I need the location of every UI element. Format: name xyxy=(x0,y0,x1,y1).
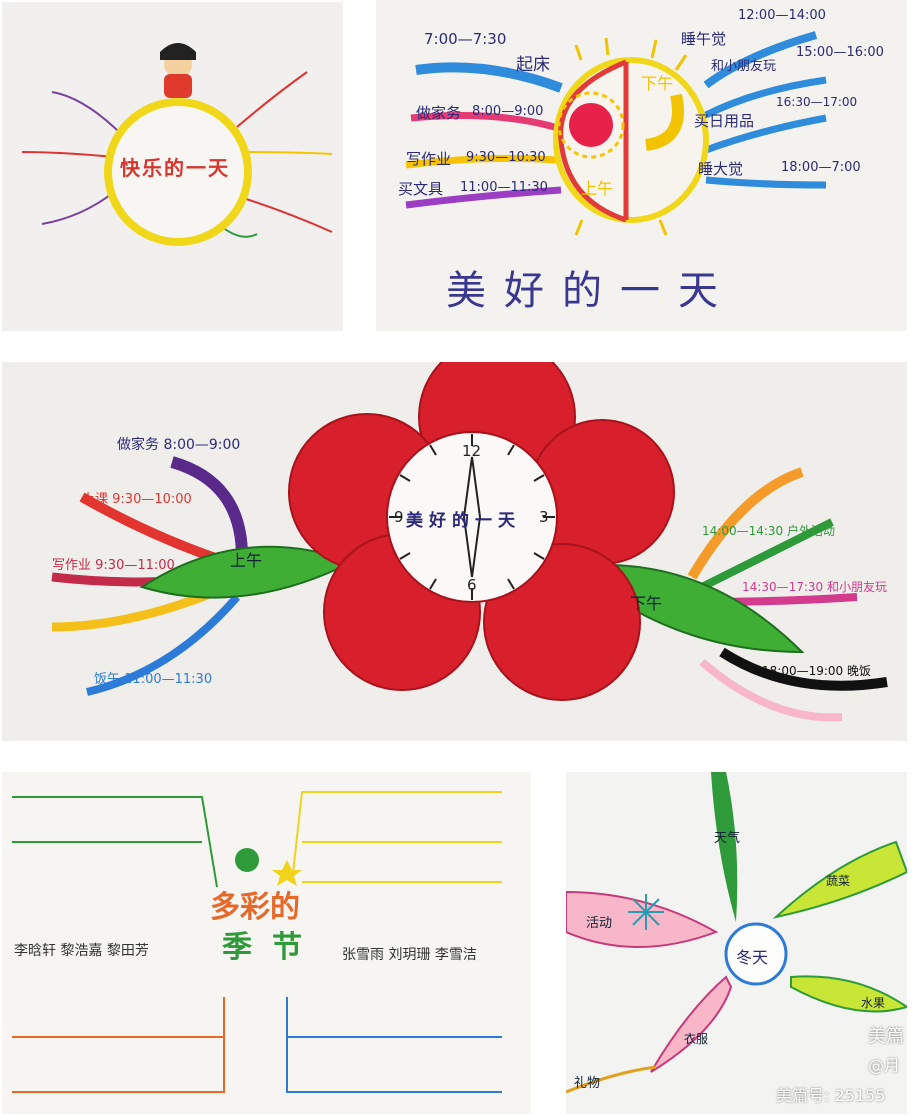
morning-item-2-text: 上课 xyxy=(82,492,109,507)
clock-number-6: 6 xyxy=(467,576,477,594)
photo-flower-clock: 12 3 6 9 美好的一天 上午 下午 做家务 8:00—9:00 上课 9:… xyxy=(2,362,907,741)
sun-item-left-1-text: 起床 xyxy=(516,55,550,75)
photo-happy-day: 快乐的一天 xyxy=(2,2,343,331)
snowflake-icon xyxy=(628,894,664,930)
afternoon-item-3-text: 晚饭 xyxy=(847,664,872,678)
winter-center: 冬天 xyxy=(736,948,769,967)
sun-item-right-3-time: 16:30—17:00 xyxy=(776,95,858,109)
sun-morning-label: 上午 xyxy=(581,179,614,198)
photo-colorful-seasons: 多彩的 季节 李晗轩 黎浩嘉 黎田芳 张雪雨 刘玥珊 李雪洁 xyxy=(2,772,531,1114)
afternoon-item-3: 18:00—19:00 晚饭 xyxy=(762,662,871,679)
clock-number-3: 3 xyxy=(539,508,549,526)
sun-item-right-2-text: 和小朋友玩 xyxy=(711,59,777,74)
sun-item-left-3-text: 写作业 xyxy=(406,150,452,168)
sun-item-right-4-time: 18:00—7:00 xyxy=(781,160,861,175)
photo-winter: 冬天 天气 活动 蔬菜 水果 衣服 礼物 xyxy=(566,772,907,1114)
seasons-title-line2: 季节 xyxy=(222,930,322,965)
clock-text: 美好的一天 xyxy=(406,511,521,531)
morning-item-3-text: 写作业 xyxy=(52,558,92,573)
morning-item-4: 饭午 11:00—11:30 xyxy=(94,668,212,687)
winter-center-circle xyxy=(724,922,788,986)
sun-caption: 美好的一天 xyxy=(446,268,736,314)
afternoon-item-1-text: 户外活动 xyxy=(787,524,836,538)
sun-item-left-4-time: 11:00—11:30 xyxy=(460,180,548,195)
winter-branch-clothes: 衣服 xyxy=(684,1032,709,1046)
winter-branch-activity: 活动 xyxy=(586,916,613,931)
seasons-drawing xyxy=(12,791,502,1093)
morning-item-4-time: 11:00—11:30 xyxy=(124,672,213,687)
sun-core xyxy=(569,103,613,147)
happy-day-circle xyxy=(104,98,252,246)
sun-item-right-1-time: 12:00—14:00 xyxy=(738,8,826,23)
sun-item-right-1-text: 睡午觉 xyxy=(681,30,727,48)
seasons-names-right: 张雪雨 刘玥珊 李雪洁 xyxy=(342,947,477,963)
leaf-afternoon-label: 下午 xyxy=(630,594,663,613)
photo-beautiful-day-sun: 上午 下午 7:00—7:30 起床 做家务 8:00—9:00 写作业 9:3… xyxy=(376,0,907,331)
afternoon-item-1: 14:00—14:30 户外活动 xyxy=(702,522,835,539)
winter-branch-weather: 天气 xyxy=(714,831,741,846)
sun-item-right-4-text: 睡大觉 xyxy=(698,160,744,178)
leaf-morning-label: 上午 xyxy=(230,551,263,570)
sun-afternoon-label: 下午 xyxy=(641,74,674,93)
sun-item-left-2-time: 8:00—9:00 xyxy=(472,104,544,119)
winter-branch-fruit: 水果 xyxy=(861,996,886,1010)
clock-number-9: 9 xyxy=(394,508,404,526)
sun-outline xyxy=(553,57,709,223)
sun-item-left-4-text: 买文具 xyxy=(398,180,444,198)
photo-happy-day-drawing xyxy=(21,43,333,246)
morning-item-2: 上课 9:30—10:00 xyxy=(82,488,192,507)
happy-day-title: 快乐的一天 xyxy=(120,156,230,180)
winter-drawing xyxy=(566,772,907,1094)
flower-clock-drawing xyxy=(51,362,888,722)
clock-hands xyxy=(462,456,482,578)
afternoon-item-3-time: 18:00—19:00 xyxy=(762,664,844,678)
sun-item-left-1-time: 7:00—7:30 xyxy=(424,30,507,48)
winter-branch-vegetable: 蔬菜 xyxy=(826,874,851,888)
morning-item-1-time: 8:00—9:00 xyxy=(163,437,241,453)
seasons-title-line1: 多彩的 xyxy=(210,890,300,925)
morning-item-3: 写作业 9:30—11:00 xyxy=(52,554,175,573)
watermark-id: 美篇号: 25155 xyxy=(776,1086,886,1105)
afternoon-item-2: 14:30—17:30 和小朋友玩 xyxy=(742,578,887,595)
winter-branch-gift: 礼物 xyxy=(574,1076,601,1091)
watermark-author: @月 xyxy=(868,1056,901,1075)
afternoon-item-1-time: 14:00—14:30 xyxy=(702,524,784,538)
sun-drawing xyxy=(405,31,827,236)
morning-item-4-text: 饭午 xyxy=(94,672,121,687)
morning-item-1: 做家务 8:00—9:00 xyxy=(117,434,240,454)
sun-item-left-3-time: 9:30—10:30 xyxy=(466,150,546,165)
afternoon-item-2-text: 和小朋友玩 xyxy=(827,580,888,594)
watermark-brand: 美篇 xyxy=(868,1026,904,1047)
clock-face xyxy=(386,431,558,603)
morning-item-1-text: 做家务 xyxy=(117,437,159,453)
morning-item-3-time: 9:30—11:00 xyxy=(95,558,175,573)
clock-number-12: 12 xyxy=(462,442,482,460)
morning-item-2-time: 9:30—10:00 xyxy=(112,492,192,507)
sun-item-right-3-text: 买日用品 xyxy=(694,112,755,130)
afternoon-item-2-time: 14:30—17:30 xyxy=(742,580,824,594)
seasons-names-left: 李晗轩 黎浩嘉 黎田芳 xyxy=(14,943,149,959)
sun-item-left-2-text: 做家务 xyxy=(416,104,462,122)
sun-item-right-2-time: 15:00—16:00 xyxy=(796,45,884,60)
